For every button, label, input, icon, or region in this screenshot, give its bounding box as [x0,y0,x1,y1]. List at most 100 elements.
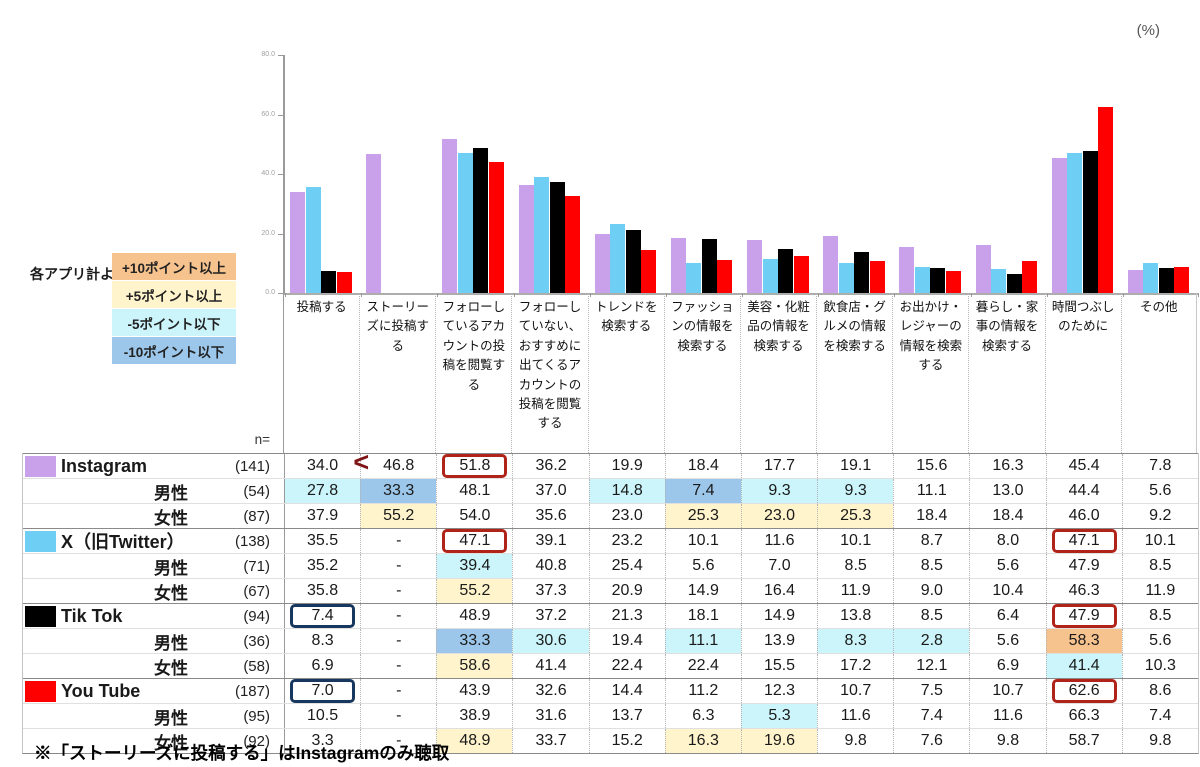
table-cell: 8.0 [969,529,1045,553]
cell-value: 30.6 [535,632,567,649]
table-cell: - [360,629,436,653]
cell-value: 37.9 [307,507,339,524]
n-count: (36) [243,632,270,650]
row-label-cell: Tik Tok (94) [23,604,284,628]
table-row: 女性 (92) 3.3 - 48.9 33.7 15.2 16.3 19.6 9.8 7.6 9.8 5… [23,728,1198,753]
gender-label: 男性 [154,558,188,578]
x-axis-tick [589,293,591,297]
cell-value: 23.0 [763,507,796,524]
table-cell: 9.3 [817,479,894,503]
table-cell: 33.3 [360,479,437,503]
cell-value: 17.2 [840,657,872,674]
table-cell: 46.8 [360,454,436,478]
row-label-cell: 女性 (92) [23,729,284,753]
table-cell: 11.6 [817,704,893,728]
cell-value: 11.6 [993,707,1023,724]
chart-bar [914,267,930,293]
chart-bar [717,259,733,293]
table-cell: 17.2 [817,654,893,678]
cell-value: 12.3 [763,682,796,699]
gender-label: 女性 [154,658,188,678]
cell-value: 19.4 [611,632,643,649]
cell-value: 11.6 [840,707,871,724]
table-row: Instagram (141) 34.0 <46.8 51.8 36.2 19.9 18.4 1… [23,449,1198,478]
table-cell: 41.4 [1045,654,1122,678]
table-cell: 9.8 [969,729,1045,753]
cell-value: 41.4 [1068,657,1100,674]
x-axis-tick [1198,293,1199,297]
table-cell: 8.3 [817,629,894,653]
table-cell: 8.5 [1121,604,1198,628]
cell-value: 18.1 [687,607,719,624]
cell-value: 54.0 [459,507,491,524]
cell-value: 3.3 [311,732,334,749]
table-cell: 20.9 [588,579,665,603]
chart-bar [930,267,946,293]
chart-bar [594,233,610,293]
x-axis-tick [1122,293,1124,297]
cell-value: 48.9 [459,732,491,749]
table-cell: 44.4 [1045,479,1122,503]
category-header: フォローしているアカウントの投稿を閲覧する [435,293,511,453]
table-cell: - [360,554,436,578]
cell-value: 15.5 [763,657,796,674]
table-cell: 35.8 [284,579,360,603]
chart-bar [442,138,458,293]
legend-intro-label: 各アプリ計より [30,266,128,282]
y-axis-tick [278,55,285,56]
table-cell: 15.2 [588,729,665,753]
chart-bar [747,240,762,293]
table-cell: 8.5 [1121,554,1198,578]
cell-value: 9.8 [996,732,1020,749]
table-cell: 18.1 [664,604,741,628]
cell-value: 58.3 [1068,632,1100,649]
cell-value: - [396,532,402,549]
table-cell: - [360,529,436,553]
cell-value: 22.4 [611,657,643,674]
cell-value: 25.3 [840,507,872,524]
cell-value: 17.7 [763,457,796,474]
table-row: 男性 (54) 27.8 33.3 48.1 37.0 14.8 7.4 9.3 9.3 11.1 1… [23,478,1198,503]
table-cell: 19.9 [588,454,665,478]
table-cell: 10.1 [664,529,741,553]
row-label-cell: 男性 (36) [23,629,284,653]
cell-value: 33.7 [535,732,567,749]
table-cell: 10.4 [969,579,1045,603]
x-axis-tick [970,293,972,297]
cell-value: 8.3 [844,632,867,649]
cell-value: 14.4 [611,682,643,699]
table-cell: 8.3 [284,629,360,653]
row-label-cell: 男性 (95) [23,704,284,728]
app-name-label: Tik Tok [61,605,123,626]
cell-value: 37.2 [535,607,567,624]
cell-value: - [396,707,402,724]
cell-value: 10.5 [307,707,339,724]
table-cell: 58.6 [436,654,513,678]
cell-value: 11.9 [840,582,871,599]
cell-value: - [396,582,402,599]
table-cell: 48.9 [436,729,513,753]
gender-label: 男性 [154,483,188,503]
table-cell: 16.3 [664,729,741,753]
table-cell: 11.2 [664,679,741,703]
table-cell: 6.9 [969,654,1045,678]
chart-bar [869,261,885,293]
chart-bar [991,269,1006,293]
n-count: (187) [234,682,270,700]
cell-value: 25.3 [687,507,719,524]
chart-bar [945,270,961,293]
cell-value: 11.2 [688,682,719,699]
table-cell: 36.2 [512,454,588,478]
table-cell: 11.9 [817,579,893,603]
table-cell: 16.3 [969,454,1045,478]
category-header: お出かけ・レジャーの情報を検索する [892,293,968,453]
chart-bar [1143,262,1159,293]
less-than-mark: < [353,447,370,477]
chart-bar [641,250,657,293]
chart-bar [549,182,565,293]
cell-value: 36.2 [535,457,567,474]
n-count: (54) [243,482,270,500]
table-cell: 54.0 [436,504,512,528]
cell-value: - [396,657,402,674]
table-cell: 5.6 [664,554,741,578]
